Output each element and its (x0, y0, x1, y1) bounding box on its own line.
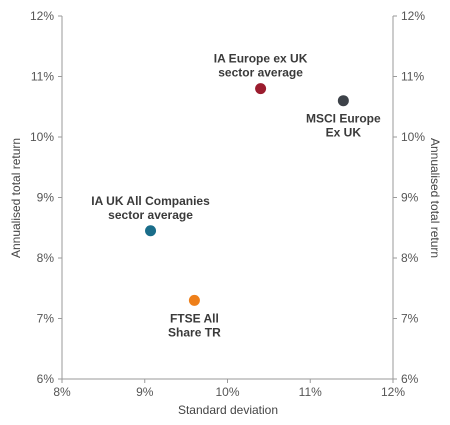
y-tick-label-right: 7% (401, 312, 419, 326)
data-point (337, 95, 349, 107)
data-point-label: Ex UK (326, 126, 362, 140)
y-tick-label-right: 8% (401, 251, 419, 265)
y-tick-label-left: 11% (31, 70, 54, 84)
data-point (255, 83, 267, 95)
y-tick-label-left: 8% (37, 251, 55, 265)
x-tick-label: 9% (136, 385, 154, 399)
data-point-label: sector average (218, 66, 303, 80)
y-tick-label-right: 12% (401, 9, 425, 23)
y-tick-label-left: 12% (30, 9, 54, 23)
y-tick-label-left: 9% (37, 191, 55, 205)
data-point-label: IA Europe ex UK (214, 52, 308, 66)
x-tick-label: 10% (215, 385, 239, 399)
y-tick-label-right: 10% (401, 130, 425, 144)
y-tick-label-left: 10% (30, 130, 54, 144)
data-point-label: MSCI Europe (306, 112, 381, 126)
y-tick-label-left: 7% (37, 312, 55, 326)
data-point (145, 225, 157, 237)
y-axis-title-right: Annualised total return (428, 138, 442, 258)
x-tick-label: 12% (381, 385, 405, 399)
data-point-label: IA UK All Companies (91, 194, 210, 208)
data-point-label: FTSE All (170, 311, 219, 325)
y-axis-title-left: Annualised total return (9, 138, 23, 258)
y-tick-label-right: 9% (401, 191, 419, 205)
x-tick-label: 11% (299, 385, 322, 399)
x-axis-title: Standard deviation (178, 403, 278, 417)
y-tick-label-right: 6% (401, 372, 419, 386)
data-point-label: Share TR (168, 325, 221, 339)
y-tick-label-right: 11% (401, 70, 424, 84)
data-point (188, 294, 200, 306)
x-tick-label: 8% (53, 385, 71, 399)
y-tick-label-left: 6% (37, 372, 55, 386)
data-point-label: sector average (108, 208, 193, 222)
